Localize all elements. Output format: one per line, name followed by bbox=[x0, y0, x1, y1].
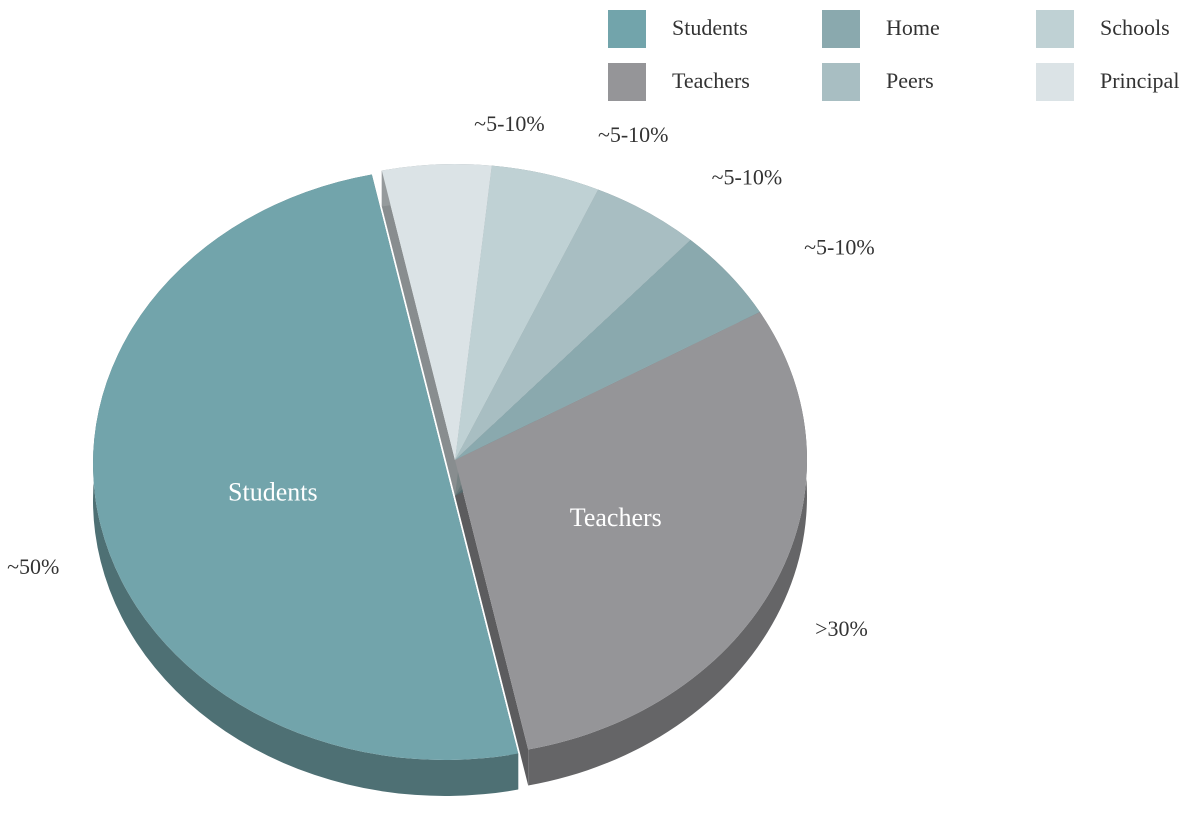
legend-label: Peers bbox=[886, 68, 934, 93]
slice bbox=[455, 189, 691, 460]
legend-swatch bbox=[1036, 63, 1074, 101]
legend-label: Schools bbox=[1100, 15, 1170, 40]
slice bbox=[455, 240, 760, 460]
slice bbox=[455, 312, 807, 750]
data-label: >30% bbox=[815, 616, 868, 641]
slice bbox=[455, 165, 599, 460]
legend-label: Teachers bbox=[672, 68, 750, 93]
slice bbox=[381, 164, 492, 460]
data-label: ~5-10% bbox=[804, 235, 875, 260]
slice bbox=[93, 174, 519, 760]
data-label: ~5-10% bbox=[474, 111, 545, 136]
legend-swatch bbox=[822, 63, 860, 101]
legend-label: Students bbox=[672, 15, 748, 40]
legend-label: Principal bbox=[1100, 68, 1179, 93]
data-label: ~5-10% bbox=[712, 165, 783, 190]
slice-name: Teachers bbox=[570, 503, 662, 532]
legend-swatch bbox=[822, 10, 860, 48]
slices bbox=[93, 164, 807, 760]
legend-swatch bbox=[608, 63, 646, 101]
legend-label: Home bbox=[886, 15, 940, 40]
slice-name: Students bbox=[228, 478, 318, 507]
slice-side bbox=[528, 312, 807, 786]
data-label: ~50% bbox=[7, 554, 59, 579]
data-label: ~5-10% bbox=[598, 122, 669, 147]
legend-swatch bbox=[608, 10, 646, 48]
legend-swatch bbox=[1036, 10, 1074, 48]
